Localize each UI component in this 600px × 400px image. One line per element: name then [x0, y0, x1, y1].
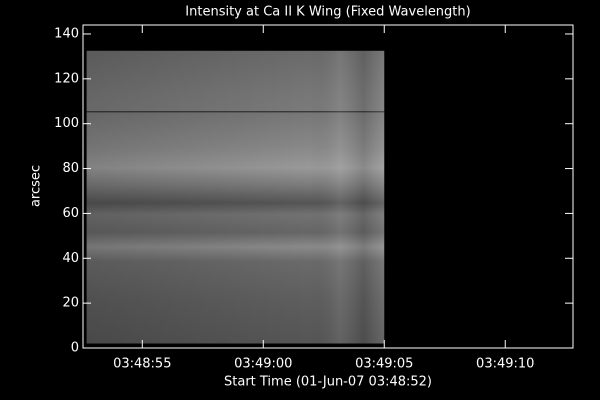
y-tick-label: 0: [71, 341, 79, 356]
y-axis-label: arcsec: [29, 165, 44, 207]
y-tick-label: 120: [54, 71, 79, 86]
y-tick-label: 140: [54, 26, 79, 41]
axes-frame: [82, 24, 574, 349]
x-axis-label: Start Time (01-Jun-07 03:48:52): [224, 375, 432, 390]
y-tick-label: 100: [54, 116, 79, 131]
x-tick-label: 03:49:00: [234, 357, 292, 372]
y-tick-label: 80: [62, 161, 79, 176]
y-tick-label: 20: [62, 296, 79, 311]
x-tick-label: 03:49:10: [476, 357, 534, 372]
y-tick-label: 40: [62, 251, 79, 266]
x-tick-label: 03:49:05: [355, 357, 413, 372]
x-tick-label: 03:48:55: [113, 357, 171, 372]
image-shading: [86, 50, 385, 344]
chart-title: Intensity at Ca II K Wing (Fixed Wavelen…: [185, 5, 470, 20]
y-tick-label: 60: [62, 206, 79, 221]
plot-area: 0 20 40 60 80 100 120 140 03:48:55 03:49:00 03:49:…: [54, 24, 574, 372]
